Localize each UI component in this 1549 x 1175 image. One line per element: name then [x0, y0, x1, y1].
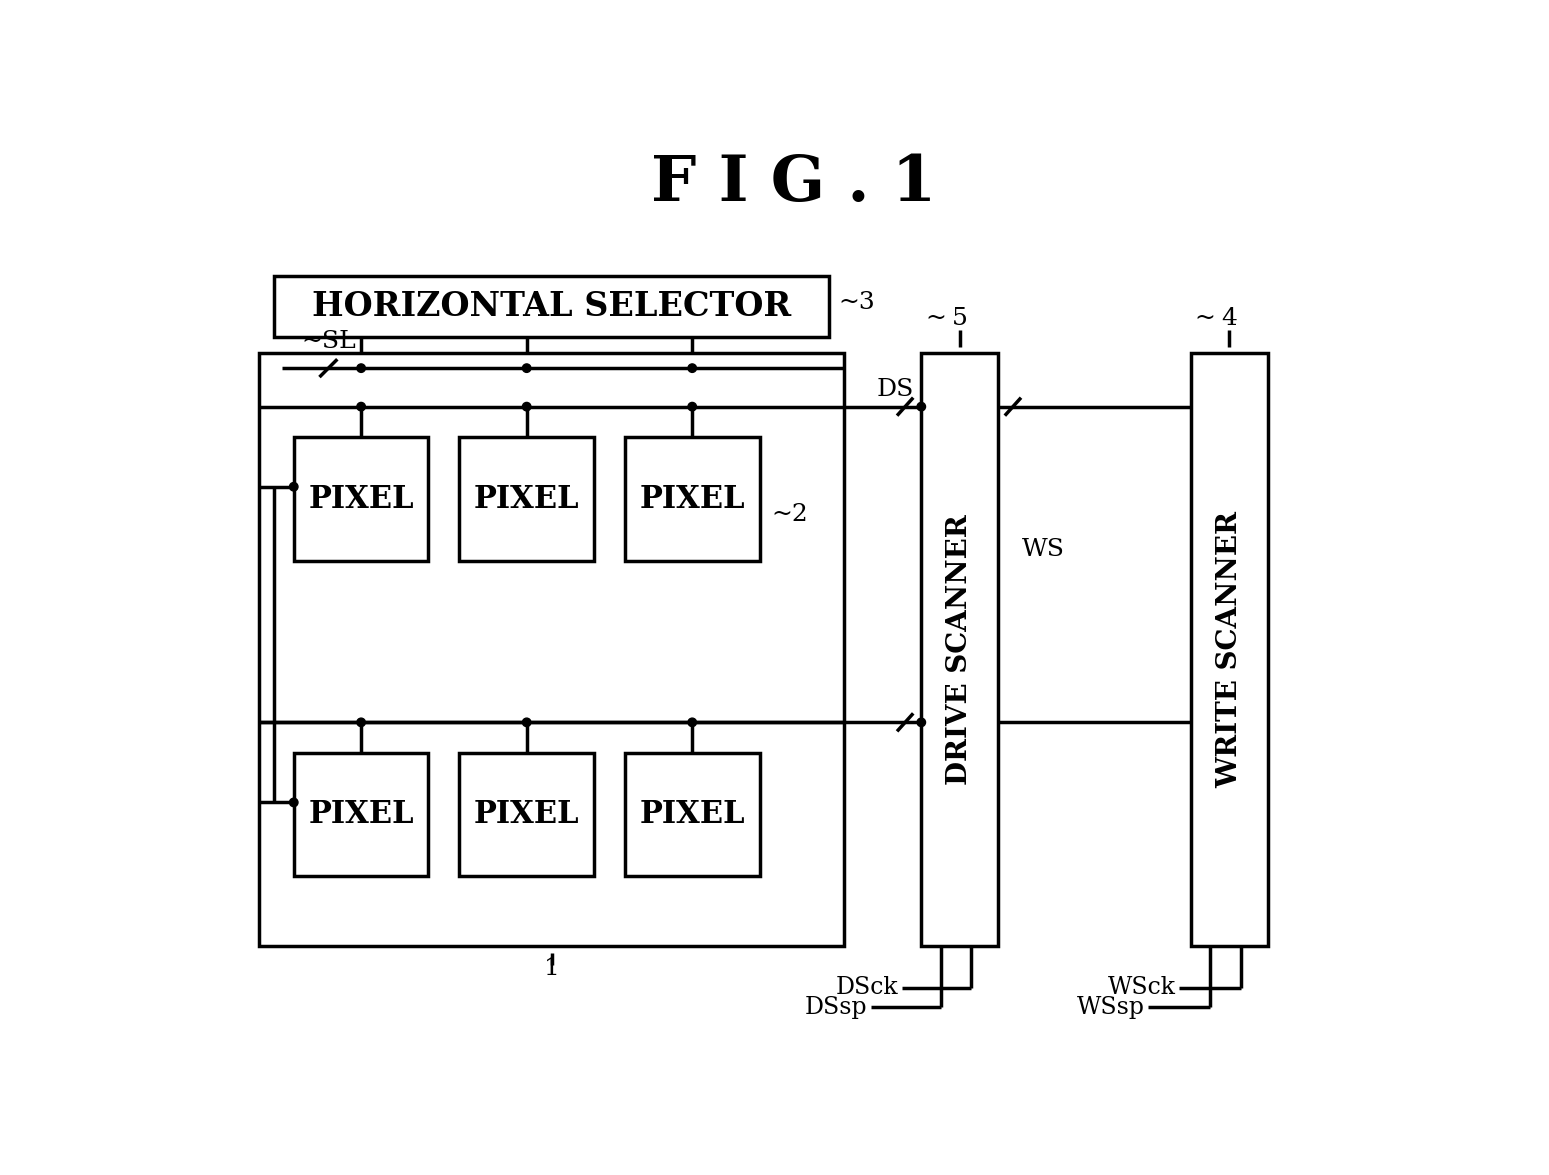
- Text: ~3: ~3: [838, 291, 875, 314]
- Text: DRIVE SCANNER: DRIVE SCANNER: [946, 513, 973, 785]
- Text: PIXEL: PIXEL: [474, 484, 579, 515]
- Circle shape: [290, 483, 297, 491]
- Bar: [460, 437, 595, 560]
- Bar: [259, 352, 844, 946]
- Text: 4: 4: [1221, 307, 1238, 330]
- Circle shape: [688, 402, 697, 411]
- Text: WS: WS: [1021, 538, 1064, 560]
- Text: WSck: WSck: [1108, 976, 1176, 1000]
- Bar: [274, 276, 829, 337]
- Bar: [460, 753, 595, 877]
- Text: ~: ~: [1194, 307, 1216, 330]
- Bar: [1191, 352, 1267, 946]
- Bar: [294, 437, 429, 560]
- Text: DSsp: DSsp: [805, 995, 867, 1019]
- Circle shape: [917, 402, 926, 411]
- Circle shape: [522, 718, 531, 726]
- Circle shape: [688, 364, 697, 372]
- Text: DS: DS: [877, 378, 914, 401]
- Text: PIXEL: PIXEL: [474, 799, 579, 831]
- Text: ~SL: ~SL: [302, 330, 356, 352]
- Circle shape: [356, 364, 366, 372]
- Circle shape: [522, 402, 531, 411]
- Text: F I G . 1: F I G . 1: [651, 153, 936, 214]
- Text: PIXEL: PIXEL: [308, 484, 414, 515]
- Text: DSck: DSck: [835, 976, 898, 1000]
- Text: 5: 5: [951, 307, 968, 330]
- Bar: [922, 352, 998, 946]
- Text: ~: ~: [925, 307, 946, 330]
- Bar: [624, 753, 759, 877]
- Text: ~2: ~2: [771, 503, 809, 526]
- Circle shape: [356, 402, 366, 411]
- Circle shape: [356, 718, 366, 726]
- Text: 1: 1: [544, 958, 559, 980]
- Text: HORIZONTAL SELECTOR: HORIZONTAL SELECTOR: [311, 290, 792, 323]
- Circle shape: [688, 718, 697, 726]
- Text: WRITE SCANNER: WRITE SCANNER: [1216, 511, 1242, 787]
- Bar: [294, 753, 429, 877]
- Circle shape: [917, 718, 926, 726]
- Text: PIXEL: PIXEL: [308, 799, 414, 831]
- Bar: [624, 437, 759, 560]
- Text: WSsp: WSsp: [1077, 995, 1145, 1019]
- Circle shape: [290, 798, 297, 807]
- Text: PIXEL: PIXEL: [640, 484, 745, 515]
- Text: PIXEL: PIXEL: [640, 799, 745, 831]
- Circle shape: [522, 364, 531, 372]
